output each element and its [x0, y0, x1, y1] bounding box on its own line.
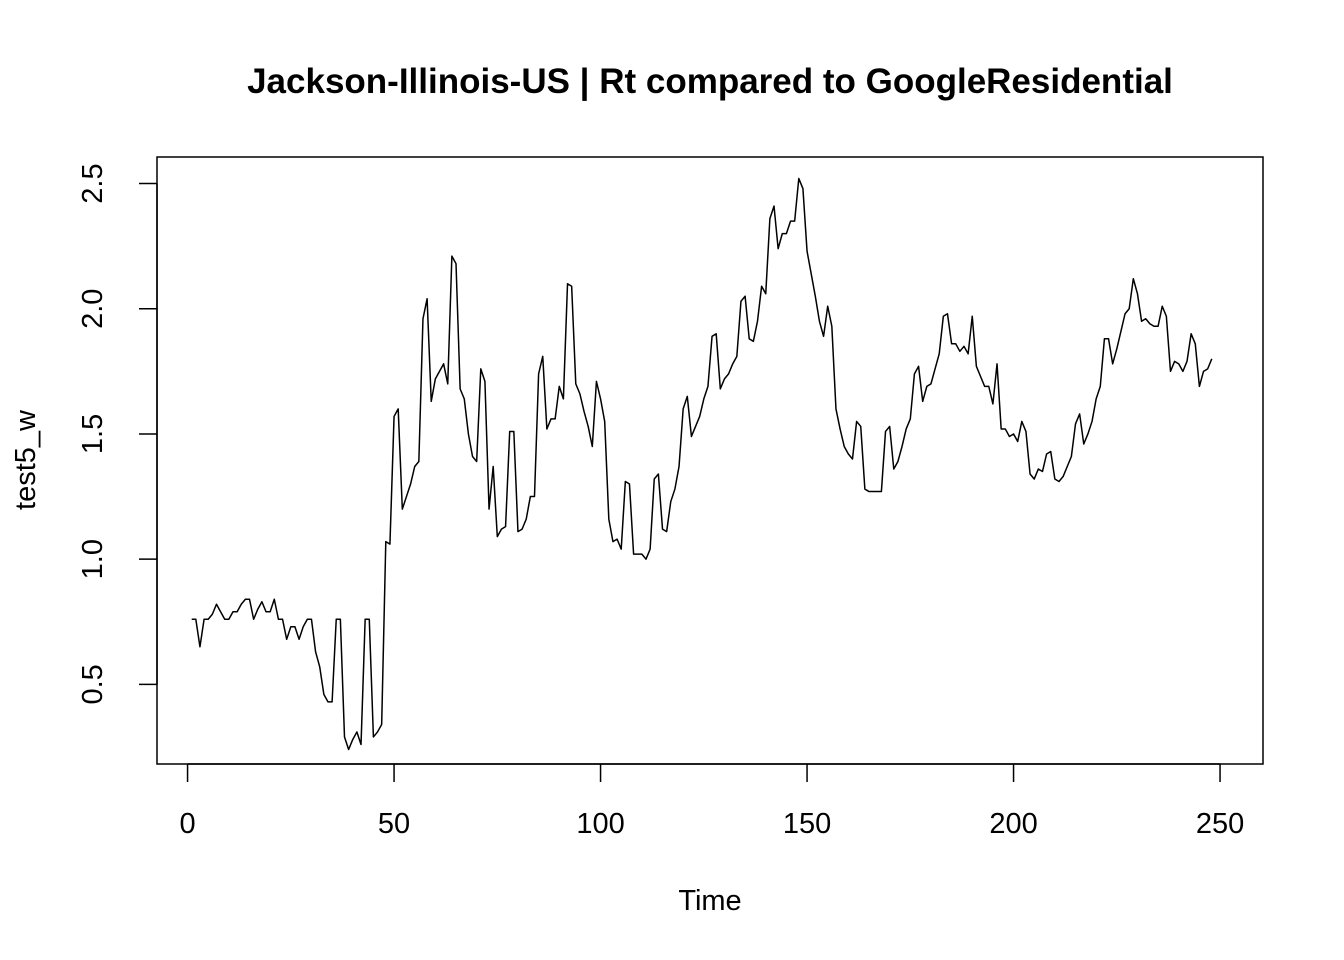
y-tick-label: 0.5 [77, 664, 109, 704]
series-layer [191, 177, 1213, 751]
x-tick-label: 150 [783, 808, 831, 840]
x-tick-label: 100 [576, 808, 624, 840]
x-tick-label: 50 [378, 808, 410, 840]
x-axis: 0 50 100 150 200 250 [179, 763, 1244, 840]
plot-frame [156, 156, 1264, 765]
y-tick-label: 2.5 [77, 163, 109, 203]
y-tick-label: 2.0 [77, 289, 109, 329]
y-axis: 0.5 1.0 1.5 2.0 2.5 [77, 163, 158, 705]
x-tick-label: 250 [1196, 808, 1244, 840]
x-tick-label: 200 [989, 808, 1037, 840]
x-axis-label: Time [678, 885, 741, 917]
x-tick-label: 0 [179, 808, 195, 840]
y-axis-label: test5_w [10, 409, 42, 510]
series-line [191, 177, 1213, 751]
chart-title: Jackson-Illinois-US | Rt compared to Goo… [247, 62, 1173, 101]
y-tick-label: 1.0 [77, 539, 109, 579]
y-tick-label: 1.5 [77, 414, 109, 454]
